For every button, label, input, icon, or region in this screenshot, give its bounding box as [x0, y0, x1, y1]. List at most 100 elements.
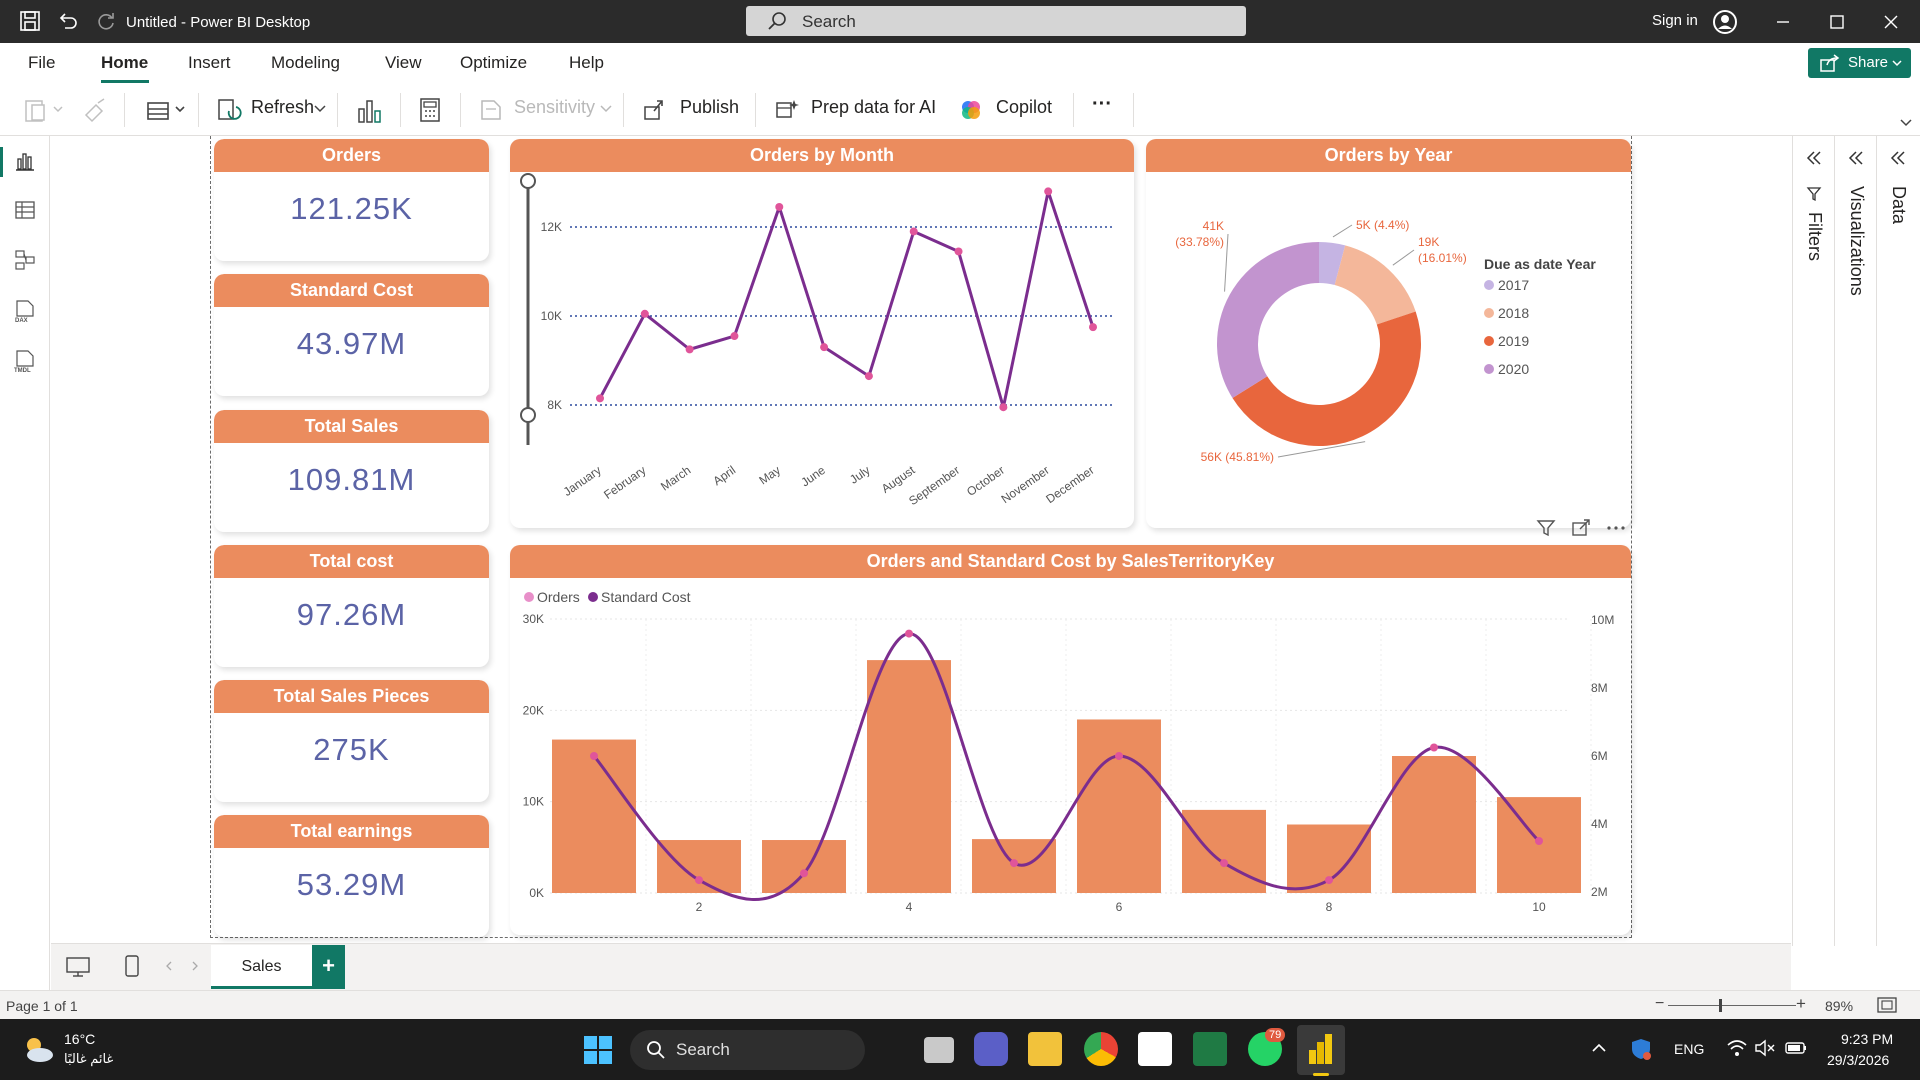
maximize-icon[interactable]: [1826, 11, 1848, 33]
undo-icon[interactable]: [56, 9, 80, 33]
data-point: [590, 752, 598, 760]
get-data-icon[interactable]: [146, 97, 190, 123]
clock-time[interactable]: 9:23 PM: [1841, 1031, 1894, 1047]
signin-link[interactable]: Sign in: [1652, 12, 1698, 29]
security-shield-icon[interactable]: [1630, 1037, 1652, 1061]
kpi-card-total-earnings[interactable]: Total earnings 53.29M: [214, 815, 489, 937]
volume-muted-icon[interactable]: [1754, 1039, 1776, 1057]
close-icon[interactable]: [1880, 11, 1902, 33]
scroll-right-icon[interactable]: [191, 961, 199, 971]
kpi-card-total-sales-pieces[interactable]: Total Sales Pieces 275K: [214, 680, 489, 802]
ribbon-toolbar: Refresh Sensitivity Publish Prep data fo…: [0, 83, 1920, 136]
expand-pane-icon[interactable]: [1805, 150, 1823, 166]
publish-icon[interactable]: [642, 97, 668, 123]
kpi-card-total-sales[interactable]: Total Sales 109.81M: [214, 410, 489, 532]
publish-button[interactable]: Publish: [680, 97, 740, 117]
zoom-slider-thumb[interactable]: [1719, 999, 1722, 1012]
kpi-card-total-cost[interactable]: Total cost 97.26M: [214, 545, 489, 667]
chevron-down-icon[interactable]: [1900, 119, 1912, 127]
weather-icon[interactable]: [20, 1033, 56, 1065]
copilot-icon[interactable]: [958, 97, 984, 123]
desktop-layout-icon[interactable]: [65, 956, 91, 978]
share-icon: [1820, 54, 1840, 72]
fit-to-page-icon[interactable]: [1876, 996, 1898, 1014]
kpi-card-standard-cost[interactable]: Standard Cost 43.97M: [214, 274, 489, 396]
x-tick-label: 4: [906, 900, 913, 914]
tmdl-view-icon[interactable]: TMDL: [14, 349, 38, 373]
table-view-icon[interactable]: [14, 199, 36, 221]
add-page-button[interactable]: +: [312, 945, 345, 989]
zoom-slider[interactable]: [1668, 1005, 1796, 1006]
orders-cost-by-territory-visual[interactable]: Orders and Standard Cost by SalesTerrito…: [510, 545, 1631, 935]
taskbar-search[interactable]: Search: [630, 1030, 865, 1070]
menu-file[interactable]: File: [28, 53, 56, 72]
line-series-orders: [598, 189, 1095, 409]
title-search[interactable]: Search: [746, 6, 1246, 36]
paste-icon[interactable]: [24, 97, 66, 123]
menu-insert[interactable]: Insert: [188, 53, 231, 72]
orders-by-month-visual[interactable]: Orders by Month 12K 10K 8K January February M…: [510, 139, 1134, 528]
chevron-down-icon[interactable]: [314, 105, 326, 113]
battery-icon[interactable]: [1784, 1039, 1808, 1057]
folder-app-icon[interactable]: [1028, 1032, 1062, 1066]
filter-icon[interactable]: [1536, 519, 1556, 537]
chevron-up-icon[interactable]: [1592, 1043, 1606, 1053]
share-button[interactable]: Share: [1808, 48, 1911, 78]
expand-pane-icon[interactable]: [1889, 150, 1907, 166]
bar-orders: [762, 840, 846, 893]
menu-home[interactable]: Home: [101, 53, 149, 72]
store-app-icon[interactable]: [1138, 1032, 1172, 1066]
account-icon[interactable]: [1712, 9, 1738, 35]
page-tab-sales[interactable]: Sales: [211, 945, 312, 989]
visualizations-pane-collapsed[interactable]: Visualizations: [1834, 136, 1876, 946]
focus-mode-icon[interactable]: [1571, 519, 1591, 537]
clock-date[interactable]: 29/3/2026: [1827, 1052, 1890, 1068]
refresh-icon[interactable]: [216, 97, 242, 123]
redo-icon[interactable]: [94, 9, 118, 33]
prep-ai-icon[interactable]: [774, 97, 800, 123]
kpi-value: 109.81M: [287, 462, 416, 497]
language-indicator[interactable]: ENG: [1674, 1041, 1705, 1057]
filters-pane-collapsed[interactable]: Filters: [1792, 136, 1834, 946]
zoom-in-button[interactable]: +: [1796, 994, 1806, 1013]
more-options-button[interactable]: ···: [1092, 93, 1112, 115]
menu-help[interactable]: Help: [569, 53, 604, 72]
orders-by-year-visual[interactable]: Orders by Year 5K (4.4%) 19K (16.01%) 56K (…: [1146, 139, 1631, 528]
scroll-left-icon[interactable]: [165, 961, 173, 971]
prep-ai-button[interactable]: Prep data for AI: [811, 97, 937, 117]
mobile-layout-icon[interactable]: [124, 954, 140, 978]
active-view-indicator: [0, 147, 3, 177]
excel-app-icon[interactable]: [1193, 1032, 1227, 1066]
save-icon[interactable]: [18, 9, 42, 33]
bar-orders: [1497, 797, 1581, 893]
menu-optimize[interactable]: Optimize: [460, 53, 528, 72]
minimize-icon[interactable]: [1772, 11, 1794, 33]
file-explorer-app-icon[interactable]: [924, 1037, 954, 1063]
format-painter-icon[interactable]: [82, 97, 108, 123]
kpi-card-orders[interactable]: Orders 121.25K: [214, 139, 489, 261]
copilot-button[interactable]: Copilot: [996, 97, 1053, 117]
chrome-app-icon[interactable]: [1084, 1032, 1118, 1066]
zoom-level[interactable]: 89%: [1825, 998, 1854, 1014]
teams-app-icon[interactable]: [974, 1032, 1008, 1066]
new-visual-icon[interactable]: [356, 97, 384, 125]
report-view-icon[interactable]: [14, 150, 36, 172]
y-tick-label: 0K: [529, 886, 544, 900]
refresh-button[interactable]: Refresh: [251, 97, 315, 117]
powerbi-app-icon[interactable]: [1307, 1032, 1335, 1066]
x-tick-label: June: [798, 463, 828, 490]
expand-pane-icon[interactable]: [1847, 150, 1865, 166]
data-point: [640, 309, 649, 318]
data-pane-collapsed[interactable]: Data: [1876, 136, 1920, 946]
windows-start-icon[interactable]: [583, 1035, 613, 1065]
menu-view[interactable]: View: [385, 53, 422, 72]
wifi-icon[interactable]: [1726, 1039, 1748, 1057]
dax-query-view-icon[interactable]: DAX: [14, 299, 36, 323]
calculator-icon[interactable]: [418, 97, 442, 123]
zoom-out-button[interactable]: −: [1655, 995, 1665, 1012]
more-options-icon[interactable]: [1605, 519, 1627, 537]
slicer-handle-bottom: [520, 407, 536, 423]
menu-modeling[interactable]: Modeling: [271, 53, 340, 72]
y-tick-label: 30K: [523, 612, 544, 626]
model-view-icon[interactable]: [14, 249, 36, 271]
